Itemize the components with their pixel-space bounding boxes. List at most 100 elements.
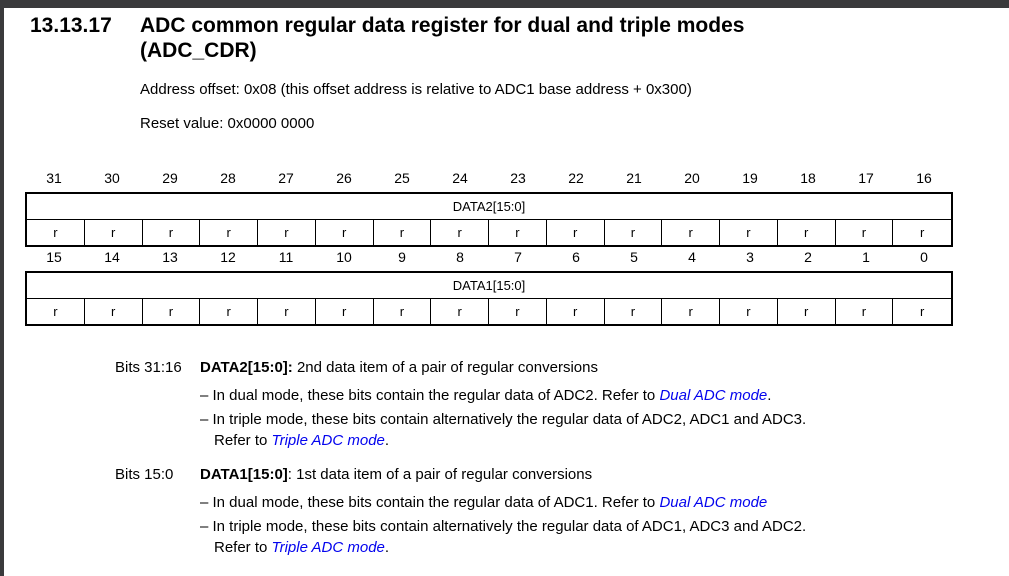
- bit-number: 11: [278, 249, 294, 265]
- access-cell: r: [431, 220, 489, 245]
- access-cell: r: [662, 220, 720, 245]
- access-cell: r: [547, 220, 605, 245]
- access-cell: r: [143, 299, 201, 324]
- access-cell: r: [316, 220, 374, 245]
- access-cell: r: [836, 299, 894, 324]
- bit-number: 0: [920, 249, 928, 265]
- access-cell: r: [200, 220, 258, 245]
- note-text: – In triple mode, these bits contain alt…: [200, 411, 807, 428]
- bit-number: 17: [858, 170, 874, 186]
- dual-mode-note: – In dual mode, these bits contain the r…: [200, 493, 806, 512]
- access-cell: r: [27, 220, 85, 245]
- bit-number: 9: [398, 249, 406, 265]
- access-cell: r: [374, 220, 432, 245]
- access-cell: r: [143, 220, 201, 245]
- bit-number: 24: [452, 170, 468, 186]
- bit-number: 18: [800, 170, 816, 186]
- access-cell: r: [605, 299, 663, 324]
- section-number: 13.13.17: [30, 14, 112, 37]
- bit-number: 26: [336, 170, 352, 186]
- field-name-cell-data1: DATA1[15:0]: [27, 273, 951, 299]
- note-text-after: .: [384, 432, 390, 449]
- register-diagram-high-word: 31 30 29 28 27 26 25 24 23 22 21 20 19 18 17 16 DATA2[1…: [25, 170, 953, 247]
- bit-number: 5: [630, 249, 638, 265]
- bit-number: 27: [278, 170, 294, 186]
- dual-mode-note: – In dual mode, these bits contain the r…: [200, 386, 806, 405]
- access-cell: r: [316, 299, 374, 324]
- bits-range-label: Bits 15:0: [115, 466, 174, 483]
- access-cell: r: [919, 304, 925, 319]
- access-cell: r: [778, 299, 836, 324]
- bit-number: 10: [336, 249, 352, 265]
- page-title: ADC common regular data register for dua…: [140, 13, 744, 63]
- access-cell: r: [547, 299, 605, 324]
- bit-number: 6: [572, 249, 580, 265]
- triple-adc-mode-link[interactable]: Triple ADC mode: [271, 432, 385, 449]
- bit-number: 22: [568, 170, 584, 186]
- bit-number: 23: [510, 170, 526, 186]
- note-text-after: .: [767, 387, 772, 404]
- access-cell: r: [258, 299, 316, 324]
- note-text: – In dual mode, these bits contain the r…: [200, 387, 660, 404]
- triple-mode-note: – In triple mode, these bits contain alt…: [200, 517, 806, 536]
- bit-number: 28: [220, 170, 236, 186]
- field-description-body: DATA1[15:0]: 1st data item of a pair of …: [200, 465, 806, 557]
- access-cell: r: [200, 299, 258, 324]
- field-term: DATA2[15:0]:: [200, 359, 293, 376]
- note-text: Refer to: [214, 432, 272, 449]
- bit-number: 29: [162, 170, 178, 186]
- access-cell: r: [85, 299, 143, 324]
- bit-number: 31: [46, 170, 62, 186]
- access-cell: r: [836, 220, 894, 245]
- access-cell: r: [605, 220, 663, 245]
- bit-number: 25: [394, 170, 410, 186]
- bit-number: 1: [862, 249, 870, 265]
- address-offset-line: Address offset: 0x08 (this offset addres…: [140, 81, 692, 98]
- access-cell: r: [720, 299, 778, 324]
- bit-number: 16: [916, 170, 932, 186]
- page-title-line2: (ADC_CDR): [140, 39, 257, 62]
- field-description-data2: Bits 31:16 DATA2[15:0]: 2nd data item of…: [115, 358, 806, 450]
- dual-adc-mode-link[interactable]: Dual ADC mode: [659, 387, 768, 404]
- note-text-after: .: [384, 539, 390, 556]
- field-description-data1: Bits 15:0 DATA1[15:0]: 1st data item of …: [115, 465, 806, 557]
- field-description-body: DATA2[15:0]: 2nd data item of a pair of …: [200, 358, 806, 450]
- note-text: – In dual mode, these bits contain the r…: [200, 494, 660, 511]
- bit-numbers-row-31-16: 31 30 29 28 27 26 25 24 23 22 21 20 19 18 17 16: [25, 170, 953, 186]
- triple-mode-note: – In triple mode, these bits contain alt…: [200, 410, 806, 429]
- bit-numbers-row-15-0: 15 14 13 12 11 10 9 8 7 6 5 4 3 2 1 0: [25, 249, 953, 265]
- bit-number: 19: [742, 170, 758, 186]
- field-summary-text: 2nd data item of a pair of regular conve…: [292, 359, 598, 376]
- triple-adc-mode-link[interactable]: Triple ADC mode: [271, 539, 385, 556]
- triple-mode-note-continuation: Refer to Triple ADC mode.: [200, 431, 806, 450]
- field-summary-line: DATA1[15:0]: 1st data item of a pair of …: [200, 465, 806, 484]
- access-cell: r: [374, 299, 432, 324]
- access-cell: r: [919, 225, 925, 240]
- access-cell: r: [489, 220, 547, 245]
- bit-number: 15: [46, 249, 62, 265]
- field-summary-line: DATA2[15:0]: 2nd data item of a pair of …: [200, 358, 806, 377]
- access-cell: r: [431, 299, 489, 324]
- bit-number: 21: [626, 170, 642, 186]
- bit-number: 2: [804, 249, 812, 265]
- access-cell: r: [489, 299, 547, 324]
- reset-value-line: Reset value: 0x0000 0000: [140, 115, 315, 132]
- access-cell: r: [258, 220, 316, 245]
- triple-mode-note-continuation: Refer to Triple ADC mode.: [200, 538, 806, 557]
- window-frame-left-strip: [0, 0, 4, 576]
- access-cell: r: [662, 299, 720, 324]
- bit-number: 14: [104, 249, 120, 265]
- access-cell: r: [27, 299, 85, 324]
- note-text: – In triple mode, these bits contain alt…: [200, 518, 807, 535]
- bit-number: 30: [104, 170, 120, 186]
- bit-number: 13: [162, 249, 178, 265]
- dual-adc-mode-link[interactable]: Dual ADC mode: [659, 494, 768, 511]
- field-term: DATA1[15:0]: [200, 466, 288, 483]
- bit-number: 4: [688, 249, 696, 265]
- bit-number: 12: [220, 249, 236, 265]
